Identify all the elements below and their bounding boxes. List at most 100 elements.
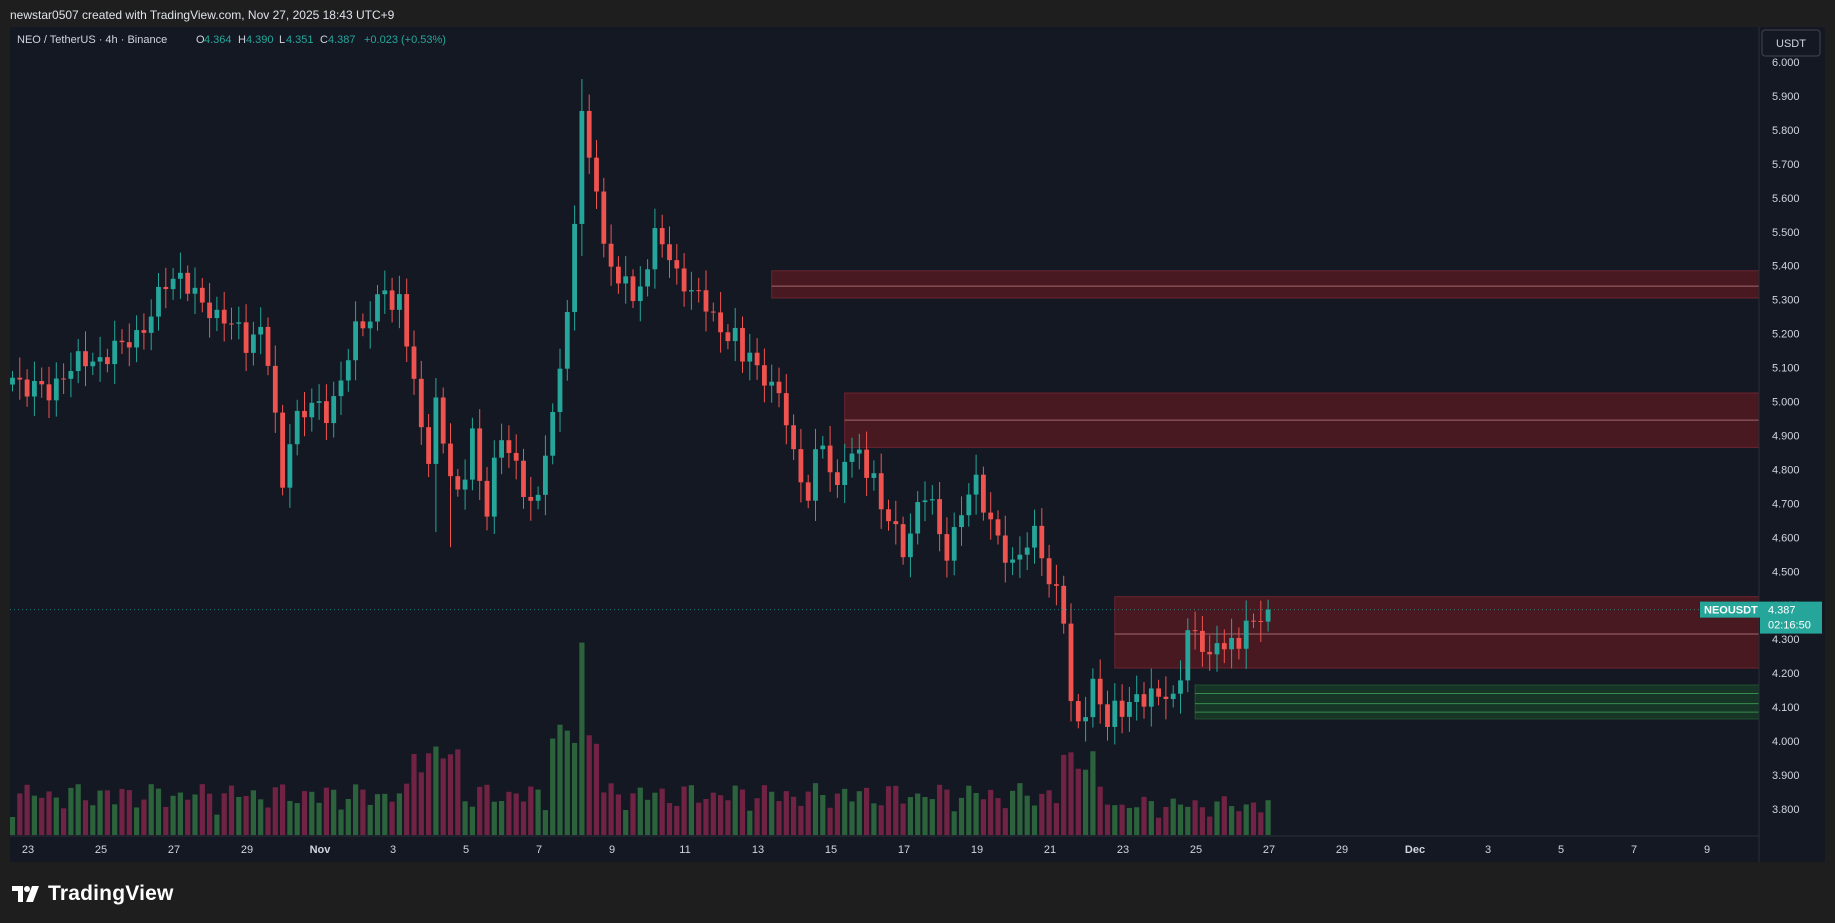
price-tick-label: 4.200	[1772, 668, 1800, 680]
volume-bar	[433, 747, 438, 835]
volume-bar	[747, 811, 752, 835]
candle-body	[251, 334, 256, 352]
volume-bar	[463, 801, 468, 835]
volume-bar	[1112, 805, 1117, 835]
volume-bar	[849, 801, 854, 835]
candle-body	[346, 360, 351, 380]
candle-body	[156, 287, 161, 317]
time-tick-label: 27	[168, 844, 180, 856]
candle-body	[463, 480, 468, 490]
volume-bar	[32, 796, 37, 835]
volume-bar	[952, 811, 957, 835]
candle-body	[1112, 701, 1117, 727]
candle-body	[682, 268, 687, 291]
candle-body	[361, 321, 366, 328]
volume-bar	[1017, 783, 1022, 835]
price-tick-label: 4.000	[1772, 736, 1800, 748]
candle-body	[930, 499, 935, 500]
candle-body	[149, 317, 154, 333]
volume-bar	[346, 799, 351, 835]
price-tag-price: 4.387	[1768, 605, 1796, 617]
volume-bar	[324, 788, 329, 835]
volume-bar	[280, 784, 285, 835]
low-label: L	[279, 34, 285, 46]
candle-body	[959, 515, 964, 527]
candle-body	[178, 273, 183, 279]
volume-bar	[156, 789, 161, 835]
price-tick-label: 5.500	[1772, 227, 1800, 239]
close-value: 4.387	[328, 34, 356, 46]
candle-body	[477, 428, 482, 480]
volume-bar	[1258, 812, 1263, 835]
time-tick-label: Nov	[310, 844, 332, 856]
volume-bar	[762, 785, 767, 835]
volume-bar	[543, 810, 548, 835]
candle-body	[185, 273, 190, 294]
time-tick-label: 9	[609, 844, 615, 856]
candle-body	[302, 411, 307, 417]
time-tick-label: 25	[1190, 844, 1202, 856]
high-label: H	[238, 34, 246, 46]
candle-body	[1025, 548, 1030, 555]
candle-body	[893, 521, 898, 524]
candle-body	[908, 534, 913, 558]
candle-body	[536, 495, 541, 501]
candle-body	[83, 351, 88, 366]
candle-body	[171, 279, 176, 289]
candle-body	[215, 310, 220, 318]
candle-body	[572, 224, 577, 312]
volume-bar	[1251, 803, 1256, 835]
volume-bar	[623, 810, 628, 835]
volume-bar	[207, 794, 212, 835]
volume-bar	[76, 784, 81, 835]
candle-body	[492, 458, 497, 517]
price-axis-ticks: 3.8003.9004.0004.1004.2004.3004.4004.500…	[1772, 57, 1800, 816]
volume-bar	[901, 804, 906, 835]
volume-bar	[492, 802, 497, 835]
volume-bar	[1134, 807, 1139, 835]
candle-body	[696, 290, 701, 291]
volume-bar	[317, 803, 322, 835]
candle-body	[1032, 526, 1037, 548]
candle-body	[945, 534, 950, 561]
candle-body	[623, 276, 628, 283]
volume-bar	[98, 791, 103, 835]
top-bar: newstar0507 created with TradingView.com…	[0, 0, 1835, 27]
candle-body	[441, 397, 446, 443]
candle-body	[791, 425, 796, 449]
volume-bar	[609, 783, 614, 835]
candle-body	[98, 357, 103, 361]
price-chart[interactable]: NEO / TetherUS · 4h · Binance O 4.364 H …	[10, 27, 1825, 862]
candle-body	[689, 290, 694, 291]
candle-body	[25, 380, 30, 397]
volume-bar	[703, 799, 708, 835]
symbol-label[interactable]: NEO / TetherUS · 4h · Binance	[17, 34, 167, 46]
tradingview-logo[interactable]: TradingView	[12, 882, 174, 906]
time-tick-label: 29	[241, 844, 253, 856]
resistance-zone	[772, 271, 1759, 298]
volume-bar	[572, 743, 577, 835]
candle-body	[485, 481, 490, 517]
volume-bar	[90, 805, 95, 835]
candle-body	[397, 294, 402, 310]
volume-bar	[1003, 808, 1008, 835]
time-tick-label: 21	[1044, 844, 1056, 856]
price-tick-label: 5.800	[1772, 125, 1800, 137]
candle-body	[813, 449, 818, 501]
volume-bar	[1229, 806, 1234, 835]
volume-bar	[470, 807, 475, 835]
candle-body	[229, 323, 234, 324]
support-zone	[1195, 685, 1759, 719]
volume-bar	[594, 744, 599, 835]
currency-label: USDT	[1776, 38, 1806, 50]
time-tick-label: 23	[1117, 844, 1129, 856]
candle-body	[828, 446, 833, 473]
volume-bar	[1127, 808, 1132, 835]
candle-body	[1215, 643, 1220, 654]
open-value: 4.364	[204, 34, 232, 46]
volume-bar	[1076, 769, 1081, 835]
attribution-text: newstar0507 created with TradingView.com…	[10, 8, 394, 22]
candle-body	[1105, 704, 1110, 727]
candle-body	[1098, 679, 1103, 705]
candle-body	[244, 322, 249, 353]
